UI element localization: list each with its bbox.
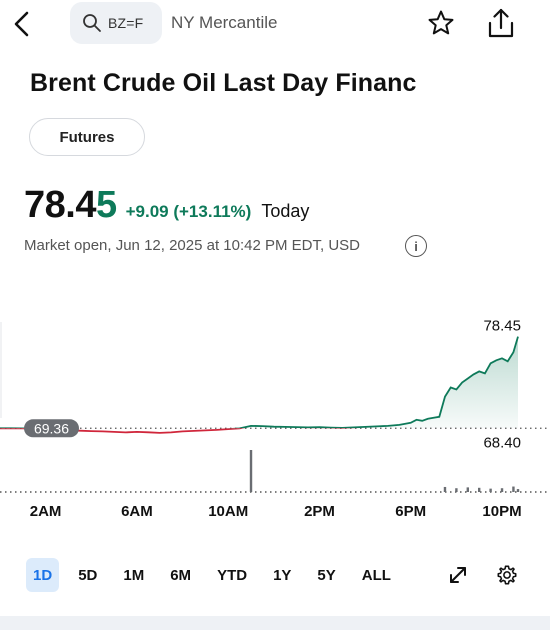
gear-icon [497, 565, 517, 585]
volume-bar [489, 488, 492, 492]
price-value: 78.4 [24, 184, 96, 226]
market-status: Market open, Jun 12, 2025 at 10:42 PM ED… [24, 237, 361, 254]
chevron-left-icon [14, 11, 29, 37]
share-icon [488, 8, 514, 38]
x-axis-ticks: 2AM 6AM 10AM 2PM 6PM 10PM [30, 503, 522, 520]
volume-bar [455, 488, 458, 492]
expand-button[interactable] [446, 563, 470, 587]
futures-chip[interactable]: Futures [29, 118, 145, 156]
instrument-title: Brent Crude Oil Last Day Financ [30, 69, 417, 97]
volume-bars [249, 450, 520, 492]
search-icon [83, 14, 101, 32]
price-period: Today [261, 201, 310, 221]
prev-close-label: 69.36 [34, 420, 69, 436]
x-tick-label: 2PM [304, 503, 335, 520]
price-line-up [0, 336, 519, 429]
x-tick-label: 10AM [208, 503, 248, 520]
prev-close-badge: 69.36 [24, 419, 79, 438]
volume-bar [478, 487, 481, 492]
range-selector: 1D 5D 1M 6M YTD 1Y 5Y ALL [26, 558, 410, 592]
range-5d[interactable]: 5D [78, 566, 98, 584]
volume-bar [443, 486, 447, 492]
watchlist-button[interactable] [424, 6, 458, 40]
bottom-strip [0, 616, 550, 630]
x-tick-label: 10PM [482, 503, 521, 520]
volume-bar [516, 489, 520, 492]
search-pill[interactable]: BZ=F [70, 2, 162, 44]
range-1d[interactable]: 1D [26, 558, 60, 592]
range-all[interactable]: ALL [361, 566, 391, 584]
x-tick-label: 6PM [395, 503, 426, 520]
price-chart[interactable]: 69.36 78.45 68.40 2AM 6AM 10AM 2PM 6PM 10PM [0, 300, 550, 530]
x-tick-label: 2AM [30, 503, 62, 520]
range-5y[interactable]: 5Y [317, 566, 336, 584]
ticker-symbol: BZ=F [108, 15, 144, 31]
range-6m[interactable]: 6M [170, 566, 192, 584]
range-ytd[interactable]: YTD [217, 566, 248, 584]
exchange-name: NY Mercantile [171, 13, 278, 32]
price-area-fill [240, 336, 518, 429]
x-tick-label: 6AM [121, 503, 153, 520]
last-price-label: 78.45 [483, 318, 521, 335]
share-button[interactable] [484, 4, 518, 42]
range-1y[interactable]: 1Y [273, 566, 292, 584]
volume-bar [512, 486, 515, 492]
range-1m[interactable]: 1M [123, 566, 145, 584]
back-button[interactable] [6, 6, 36, 42]
info-icon: i [414, 238, 418, 254]
expand-icon [450, 567, 466, 583]
info-button[interactable]: i [405, 235, 427, 257]
price-line-down [0, 428, 355, 434]
price-change: +9.09 (+13.11%) [125, 202, 252, 221]
volume-bar [249, 450, 253, 492]
volume-bar [500, 488, 504, 492]
price-row: 78.4 5 +9.09 (+13.11%) Today [24, 184, 309, 230]
price-last-digit: 5 [95, 184, 117, 226]
volume-bar [466, 487, 469, 492]
settings-button[interactable] [495, 563, 519, 587]
top-bar: BZ=F NY Mercantile [0, 0, 550, 48]
low-price-label: 68.40 [483, 434, 521, 451]
star-icon [428, 10, 454, 35]
